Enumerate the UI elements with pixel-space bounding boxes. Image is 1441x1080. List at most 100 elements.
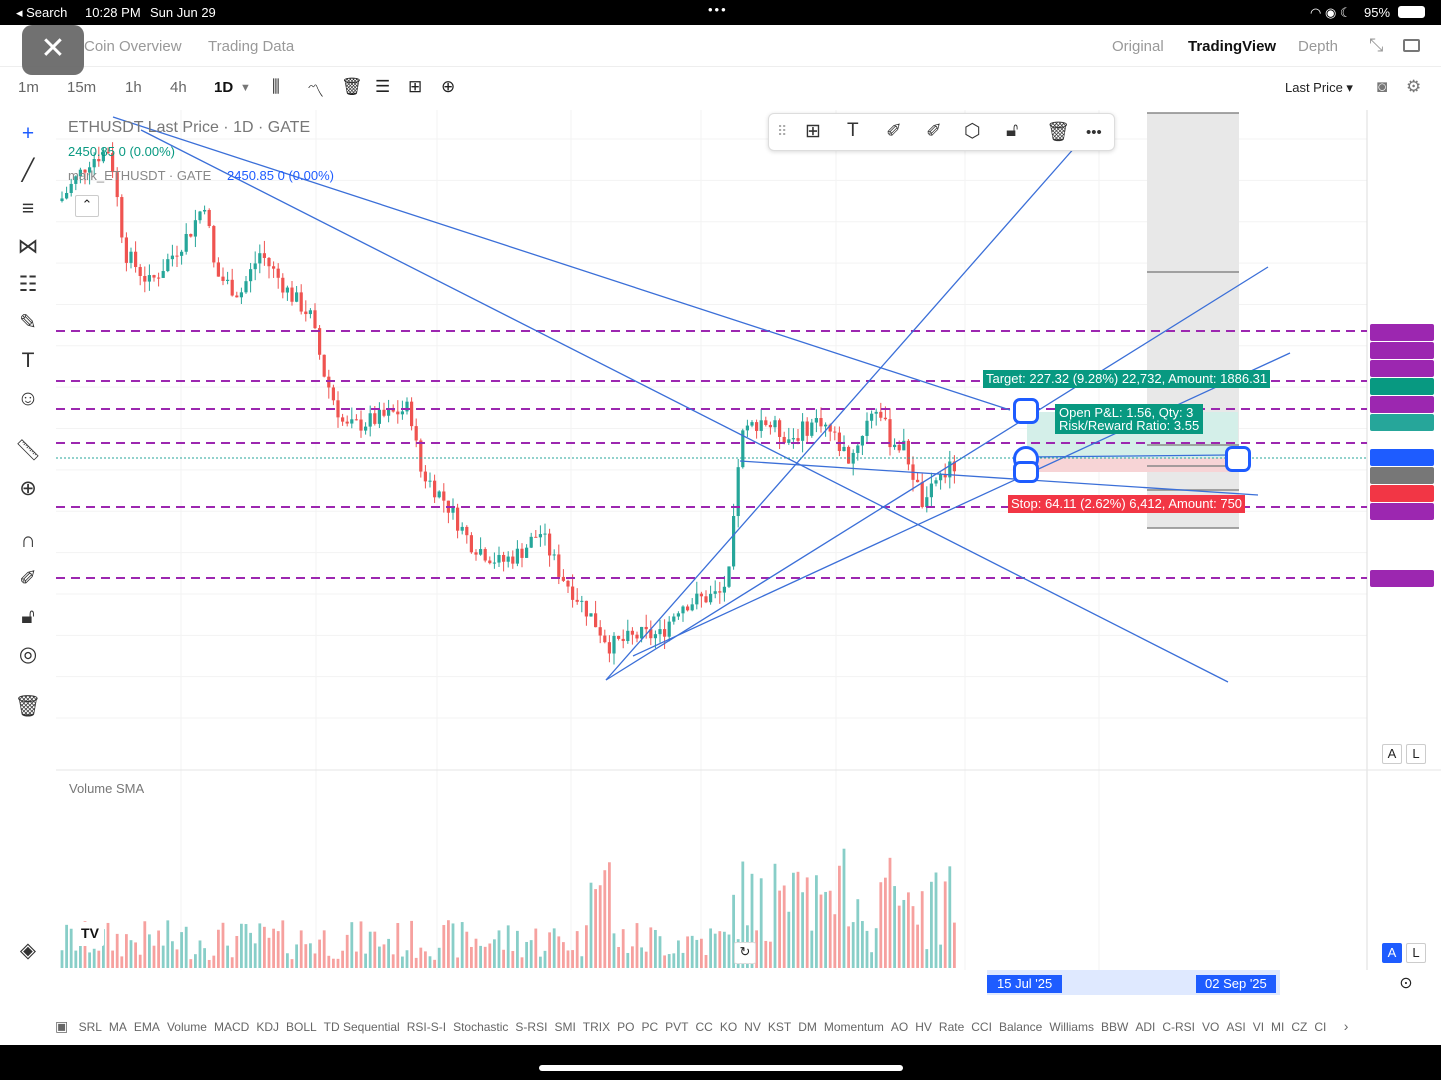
x-range-end[interactable]: 02 Sep '25 [1196, 975, 1276, 993]
zoom-icon[interactable]: ⊕ [19, 477, 37, 500]
indicator-item[interactable]: Momentum [823, 1020, 884, 1034]
indicator-item[interactable]: PO [617, 1020, 635, 1034]
auto-scale-button[interactable]: A [1382, 744, 1402, 764]
text-tool-icon[interactable]: T [21, 349, 35, 372]
brush-icon[interactable]: ✎ [19, 311, 37, 334]
price-chart[interactable] [0, 25, 1441, 1045]
timeframe-4h[interactable]: 4h [170, 79, 187, 96]
indicator-item[interactable]: CCI [971, 1020, 992, 1034]
indicator-item[interactable]: TRIX [582, 1020, 611, 1034]
ruler-icon[interactable]: 📏︎ [14, 439, 42, 462]
indicator-item[interactable]: TD Sequential [323, 1020, 400, 1034]
indicator-item[interactable]: ASI [1226, 1020, 1246, 1034]
settings-hex-icon[interactable]: ⬡ [964, 121, 981, 142]
close-icon[interactable]: ✕ [22, 25, 84, 75]
drag-handle-icon[interactable]: ⠿ [777, 123, 788, 139]
tab-trading-data[interactable]: Trading Data [208, 38, 295, 55]
fill-color-icon[interactable]: ✐ [926, 121, 942, 142]
position-end-handle[interactable] [1225, 446, 1251, 472]
indicator-item[interactable]: MI [1271, 1020, 1285, 1034]
indicator-item[interactable]: Volume [166, 1020, 207, 1034]
timeframe-1d[interactable]: 1D [214, 79, 234, 96]
trendline-icon[interactable]: ╱ [21, 159, 35, 182]
text-style-icon[interactable]: T [847, 120, 859, 141]
delete-drawing-icon[interactable]: 🗑︎ [1046, 122, 1071, 143]
camera-icon[interactable]: ◙ [1377, 77, 1388, 96]
indicator-item[interactable]: AO [890, 1020, 909, 1034]
calendar-icon[interactable]: ▣ [55, 1018, 69, 1034]
indicator-item[interactable]: MA [108, 1020, 127, 1034]
tab-coin-overview[interactable]: Coin Overview [84, 38, 182, 55]
indicator-item[interactable]: SRL [78, 1020, 102, 1034]
layers-icon[interactable]: ◈ [19, 939, 37, 962]
indicator-item[interactable]: S-RSI [515, 1020, 548, 1034]
indicator-item[interactable]: Stochastic [453, 1020, 509, 1034]
grid-icon[interactable]: ⊞ [408, 77, 423, 96]
indicator-item[interactable]: VO [1202, 1020, 1220, 1034]
indicator-item[interactable]: Balance [998, 1020, 1043, 1034]
symbol-legend[interactable]: ETHUSDT Last Price · 1D · GATE [68, 119, 311, 136]
price-source-select[interactable]: Last Price ▾ [1285, 80, 1353, 95]
list-icon[interactable]: ☰ [375, 77, 391, 96]
indicator-item[interactable]: RSI-S-I [406, 1020, 447, 1034]
template-icon[interactable]: ⊞ [805, 121, 821, 142]
lock-drawing-icon[interactable]: ✐ [19, 567, 37, 590]
trash-toolbar-icon[interactable]: 🗑︎ [341, 77, 363, 96]
view-depth[interactable]: Depth [1298, 38, 1339, 55]
indicator-item[interactable]: DM [798, 1020, 817, 1034]
indicator-icon[interactable]: 〽 [307, 82, 324, 101]
indicator-item[interactable]: KST [767, 1020, 792, 1034]
pattern-icon[interactable]: ⋈ [17, 235, 39, 258]
settings-gear-icon[interactable]: ⚙ [1406, 77, 1422, 96]
indicator-item[interactable]: KO [719, 1020, 738, 1034]
timeframe-1h[interactable]: 1h [125, 79, 142, 96]
fib-icon[interactable]: ☷ [18, 273, 38, 296]
position-stop-handle[interactable] [1013, 461, 1039, 483]
delete-all-icon[interactable]: 🗑︎ [14, 695, 42, 718]
view-tradingview[interactable]: TradingView [1188, 38, 1277, 55]
indicator-item[interactable]: HV [915, 1020, 932, 1034]
timeframe-15m[interactable]: 15m [67, 79, 97, 96]
back-to-search[interactable]: ◂ Search [16, 5, 68, 20]
indicator-item[interactable]: KDJ [256, 1020, 279, 1034]
indicator-item[interactable]: CC [695, 1020, 713, 1034]
trend-drawings[interactable] [112, 116, 1291, 683]
indicator-item[interactable]: Rate [938, 1020, 965, 1034]
crosshair-icon[interactable]: + [21, 122, 35, 145]
candles-icon[interactable]: ⫼ [272, 77, 280, 96]
magnet-icon[interactable]: ∩ [20, 529, 36, 552]
multitask-dots-icon[interactable]: ••• [708, 2, 728, 17]
indicator-item[interactable]: CI [1314, 1020, 1327, 1034]
position-target-handle[interactable] [1013, 398, 1039, 424]
log-scale-button[interactable]: L [1406, 744, 1426, 764]
unlock-icon[interactable]: 🔓︎ [21, 605, 35, 628]
line-color-icon[interactable]: ✐ [886, 121, 902, 142]
reset-chart-icon[interactable]: ↻ [734, 942, 756, 964]
timeframe-1m[interactable]: 1m [18, 79, 39, 96]
collapse-legend-icon[interactable]: ⌃ [75, 195, 99, 217]
indicator-item[interactable]: ADI [1135, 1020, 1156, 1034]
indicator-item[interactable]: MACD [213, 1020, 250, 1034]
indicator-item[interactable]: CZ [1291, 1020, 1308, 1034]
volume-auto-button[interactable]: A [1382, 943, 1402, 963]
indicator-item[interactable]: EMA [133, 1020, 160, 1034]
indicator-item[interactable]: BBW [1100, 1020, 1129, 1034]
time-axis-settings-icon[interactable]: ⊙ [1396, 975, 1416, 995]
indicator-scroll-icon[interactable]: › [1343, 1018, 1349, 1034]
timeframe-dropdown-icon[interactable]: ▼ [240, 82, 251, 94]
indicator-item[interactable]: PC [641, 1020, 659, 1034]
more-icon[interactable]: ••• [1086, 124, 1102, 141]
parallel-lines-icon[interactable]: ≡ [21, 197, 35, 220]
indicator-item[interactable]: NV [744, 1020, 761, 1034]
indicator-item[interactable]: Williams [1049, 1020, 1094, 1034]
indicator-item[interactable]: C-RSI [1162, 1020, 1196, 1034]
indicator-item[interactable]: PVT [665, 1020, 689, 1034]
volume-log-button[interactable]: L [1406, 943, 1426, 963]
x-range-start[interactable]: 15 Jul '25 [987, 975, 1063, 993]
view-original[interactable]: Original [1112, 38, 1164, 55]
eye-icon[interactable]: ◎ [18, 643, 38, 666]
fullscreen-icon[interactable]: ⤡ [1369, 35, 1384, 55]
add-icon[interactable]: ⊕ [441, 77, 456, 96]
indicator-item[interactable]: VI [1252, 1020, 1265, 1034]
home-pill[interactable] [539, 1065, 903, 1071]
